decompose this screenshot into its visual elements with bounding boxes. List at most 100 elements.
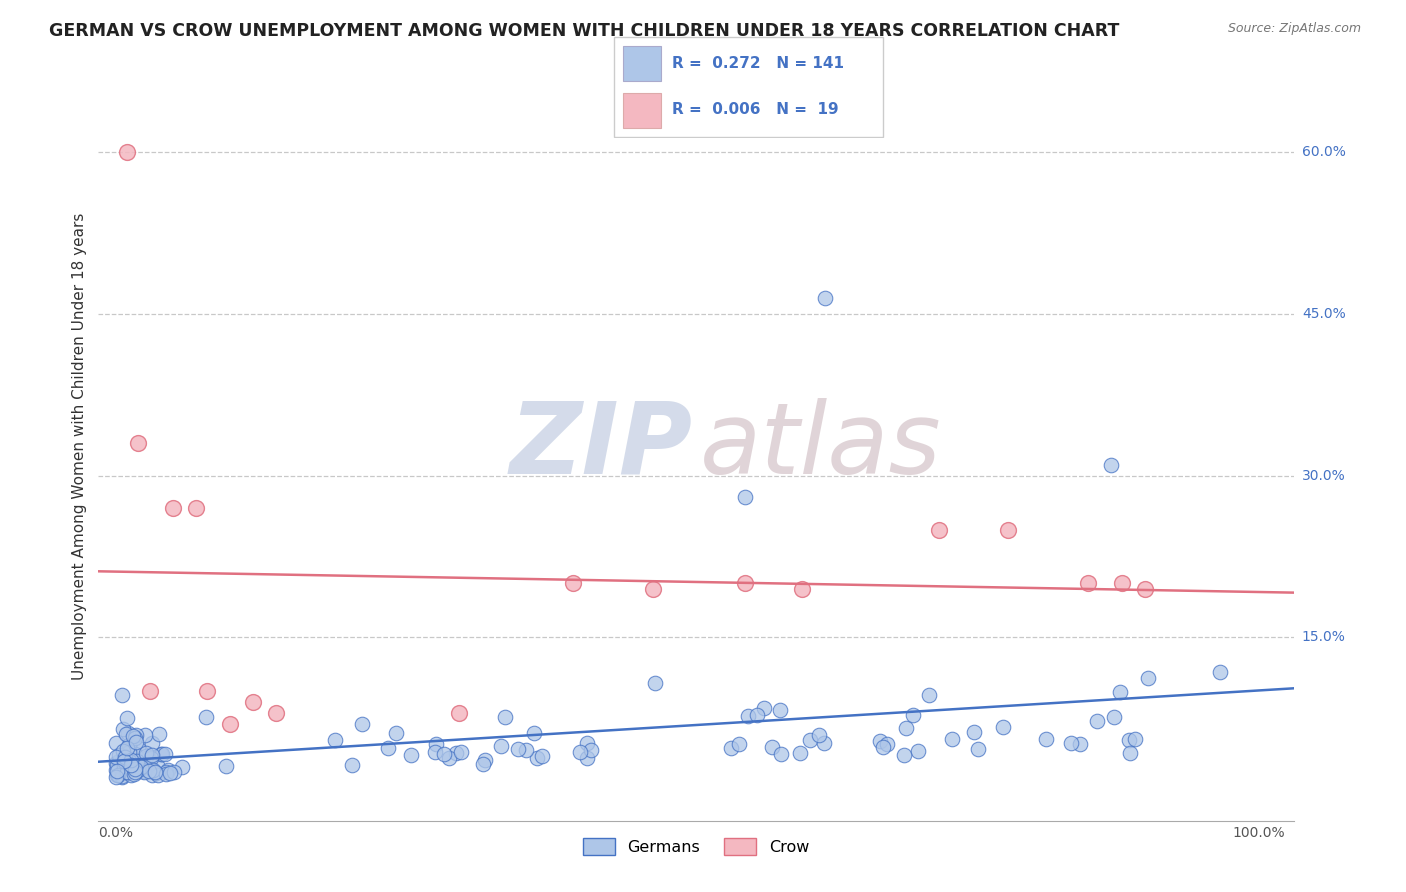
Point xyxy=(125,728,148,742)
Point xyxy=(215,758,238,772)
Point xyxy=(928,523,950,537)
Point xyxy=(644,675,666,690)
Point xyxy=(966,741,988,756)
Point xyxy=(761,739,783,754)
Point xyxy=(139,751,162,765)
Point xyxy=(997,523,1019,537)
Point xyxy=(111,769,134,783)
Point xyxy=(148,760,170,774)
Point xyxy=(117,711,139,725)
Point xyxy=(1059,736,1081,750)
Point xyxy=(117,754,139,768)
Point xyxy=(474,753,496,767)
Point xyxy=(162,500,184,515)
Point xyxy=(105,763,128,777)
Text: 15.0%: 15.0% xyxy=(1302,631,1346,644)
Point xyxy=(129,760,152,774)
Point xyxy=(141,768,163,782)
Point xyxy=(108,754,131,768)
Point xyxy=(114,754,136,768)
Text: R =  0.006   N =  19: R = 0.006 N = 19 xyxy=(672,102,838,117)
Point xyxy=(893,747,915,762)
Point xyxy=(530,748,553,763)
Point xyxy=(1208,665,1230,679)
Point xyxy=(568,745,591,759)
Point xyxy=(125,754,148,768)
Point xyxy=(111,688,134,702)
Point xyxy=(769,703,792,717)
Point xyxy=(789,746,811,760)
Y-axis label: Unemployment Among Women with Children Under 18 years: Unemployment Among Women with Children U… xyxy=(72,212,87,680)
Point xyxy=(124,731,146,745)
FancyBboxPatch shape xyxy=(623,93,661,128)
Point xyxy=(121,759,143,773)
Point xyxy=(184,500,207,515)
Point xyxy=(219,716,242,731)
Point xyxy=(1085,714,1108,728)
Text: GERMAN VS CROW UNEMPLOYMENT AMONG WOMEN WITH CHILDREN UNDER 18 YEARS CORRELATION: GERMAN VS CROW UNEMPLOYMENT AMONG WOMEN … xyxy=(49,22,1119,40)
Point xyxy=(135,751,157,765)
Point xyxy=(506,742,529,756)
Point xyxy=(377,741,399,756)
Point xyxy=(111,770,134,784)
Point xyxy=(115,764,138,779)
Point xyxy=(579,742,602,756)
Point xyxy=(1108,685,1130,699)
Point xyxy=(425,737,447,751)
Point xyxy=(124,762,146,776)
Point xyxy=(1035,732,1057,747)
Point xyxy=(494,710,516,724)
Point xyxy=(115,740,138,755)
Text: R =  0.272   N = 141: R = 0.272 N = 141 xyxy=(672,56,844,70)
Point xyxy=(153,747,176,761)
Point xyxy=(135,748,157,763)
Point xyxy=(194,709,217,723)
Point xyxy=(124,747,146,761)
Point xyxy=(115,145,138,160)
Point xyxy=(1069,737,1091,751)
Point xyxy=(1133,582,1156,596)
Point xyxy=(141,736,163,750)
Point xyxy=(141,747,163,762)
Point xyxy=(734,490,756,504)
Point xyxy=(770,747,793,761)
Point xyxy=(576,736,599,750)
Point xyxy=(114,754,136,768)
Point xyxy=(747,707,769,722)
Point xyxy=(122,767,145,781)
Point xyxy=(107,768,129,782)
Point xyxy=(963,725,986,739)
Point xyxy=(799,733,821,747)
Point xyxy=(1136,671,1159,685)
Point xyxy=(139,684,162,698)
Point xyxy=(340,758,363,772)
Text: atlas: atlas xyxy=(700,398,941,494)
Point xyxy=(114,750,136,764)
Point xyxy=(132,763,155,777)
Point xyxy=(720,741,742,756)
Point xyxy=(515,743,537,757)
Point xyxy=(1099,458,1122,472)
Point xyxy=(162,765,184,780)
Point xyxy=(105,749,128,764)
Point xyxy=(641,582,664,596)
Point xyxy=(1118,733,1140,747)
Text: Source: ZipAtlas.com: Source: ZipAtlas.com xyxy=(1227,22,1361,36)
Point xyxy=(146,768,169,782)
Point xyxy=(134,728,156,742)
Point xyxy=(447,706,470,720)
Point xyxy=(105,758,128,772)
Point xyxy=(105,770,128,784)
Point xyxy=(526,751,548,765)
Point xyxy=(145,765,167,780)
Point xyxy=(111,722,134,736)
Point xyxy=(1123,732,1146,747)
Point xyxy=(1119,746,1142,760)
Point xyxy=(437,751,460,765)
Point xyxy=(907,744,929,758)
Point xyxy=(876,737,898,751)
Point xyxy=(111,744,134,758)
Point xyxy=(142,763,165,777)
Point xyxy=(145,766,167,780)
Point xyxy=(112,759,135,773)
